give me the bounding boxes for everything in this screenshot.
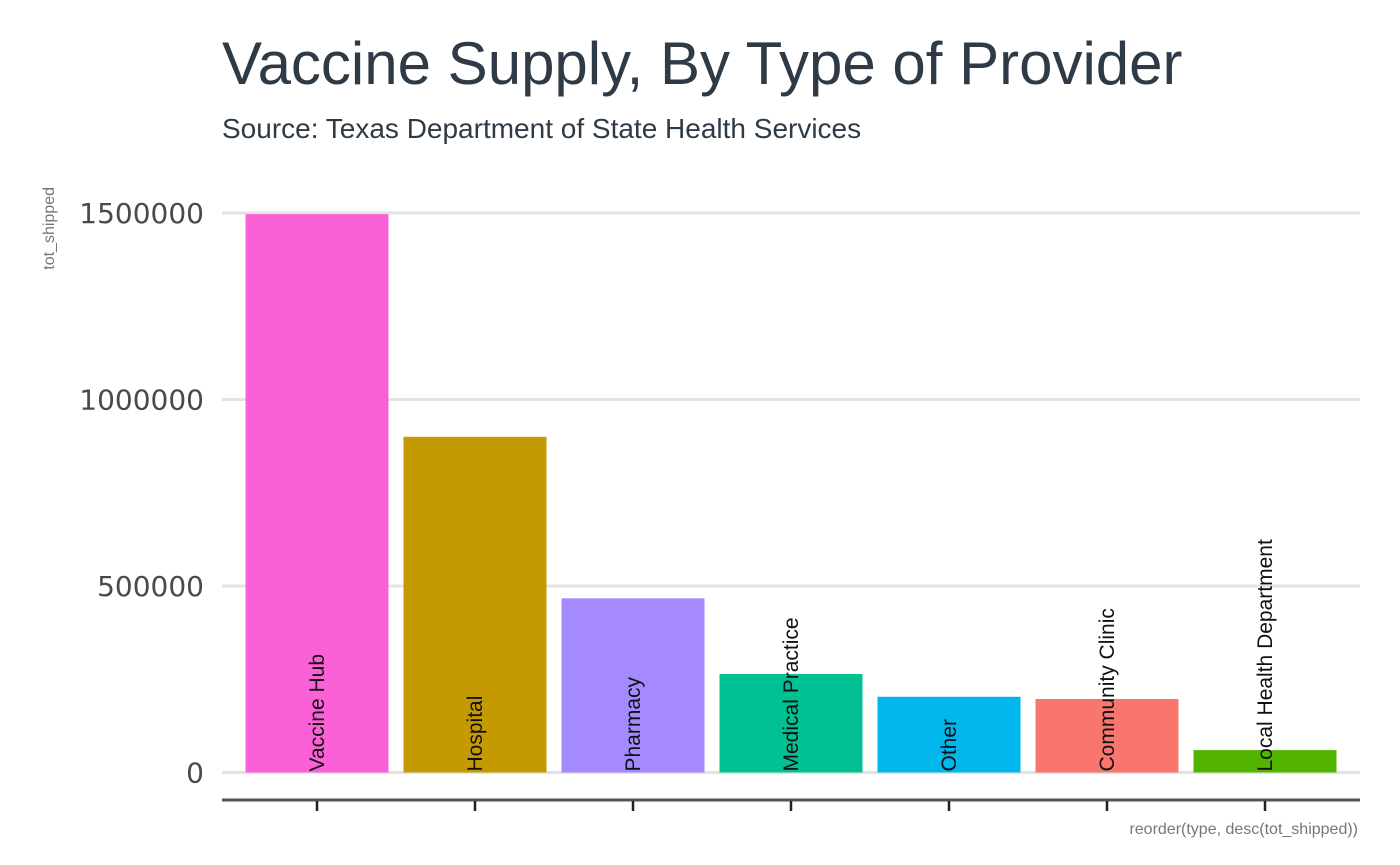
- y-tick-label: 0: [186, 757, 204, 790]
- bar: [1035, 699, 1179, 773]
- bar-label: Pharmacy: [622, 676, 645, 771]
- bar-label: Other: [938, 719, 961, 772]
- bar-labels: Vaccine Hub Hospital Pharmacy Medical Pract…: [306, 539, 1277, 771]
- bar: [561, 598, 705, 773]
- bar-label: Hospital: [464, 696, 487, 772]
- y-axis-title: tot_shipped: [41, 187, 58, 270]
- bar: [403, 436, 547, 773]
- chart-subtitle: Source: Texas Department of State Health…: [222, 113, 862, 144]
- bar: [1193, 750, 1337, 773]
- bars: [245, 214, 1337, 773]
- bar-label: Local Health Department: [1254, 539, 1277, 771]
- y-axis-ticks: 0 500000 1000000 1500000: [79, 197, 204, 790]
- y-tick-label: 1000000: [79, 384, 204, 417]
- x-axis-title: reorder(type, desc(tot_shipped)): [1129, 821, 1358, 838]
- chart-title: Vaccine Supply, By Type of Provider: [222, 30, 1183, 97]
- y-tick-label: 500000: [97, 570, 204, 603]
- bar-label: Medical Practice: [780, 617, 803, 771]
- bar-label: Vaccine Hub: [306, 654, 329, 772]
- bar: [877, 696, 1021, 773]
- bar: [245, 214, 389, 773]
- x-axis-ticks: [315, 801, 1267, 811]
- bar-label: Community Clinic: [1096, 608, 1119, 771]
- y-tick-label: 1500000: [79, 197, 204, 230]
- bar: [719, 674, 863, 773]
